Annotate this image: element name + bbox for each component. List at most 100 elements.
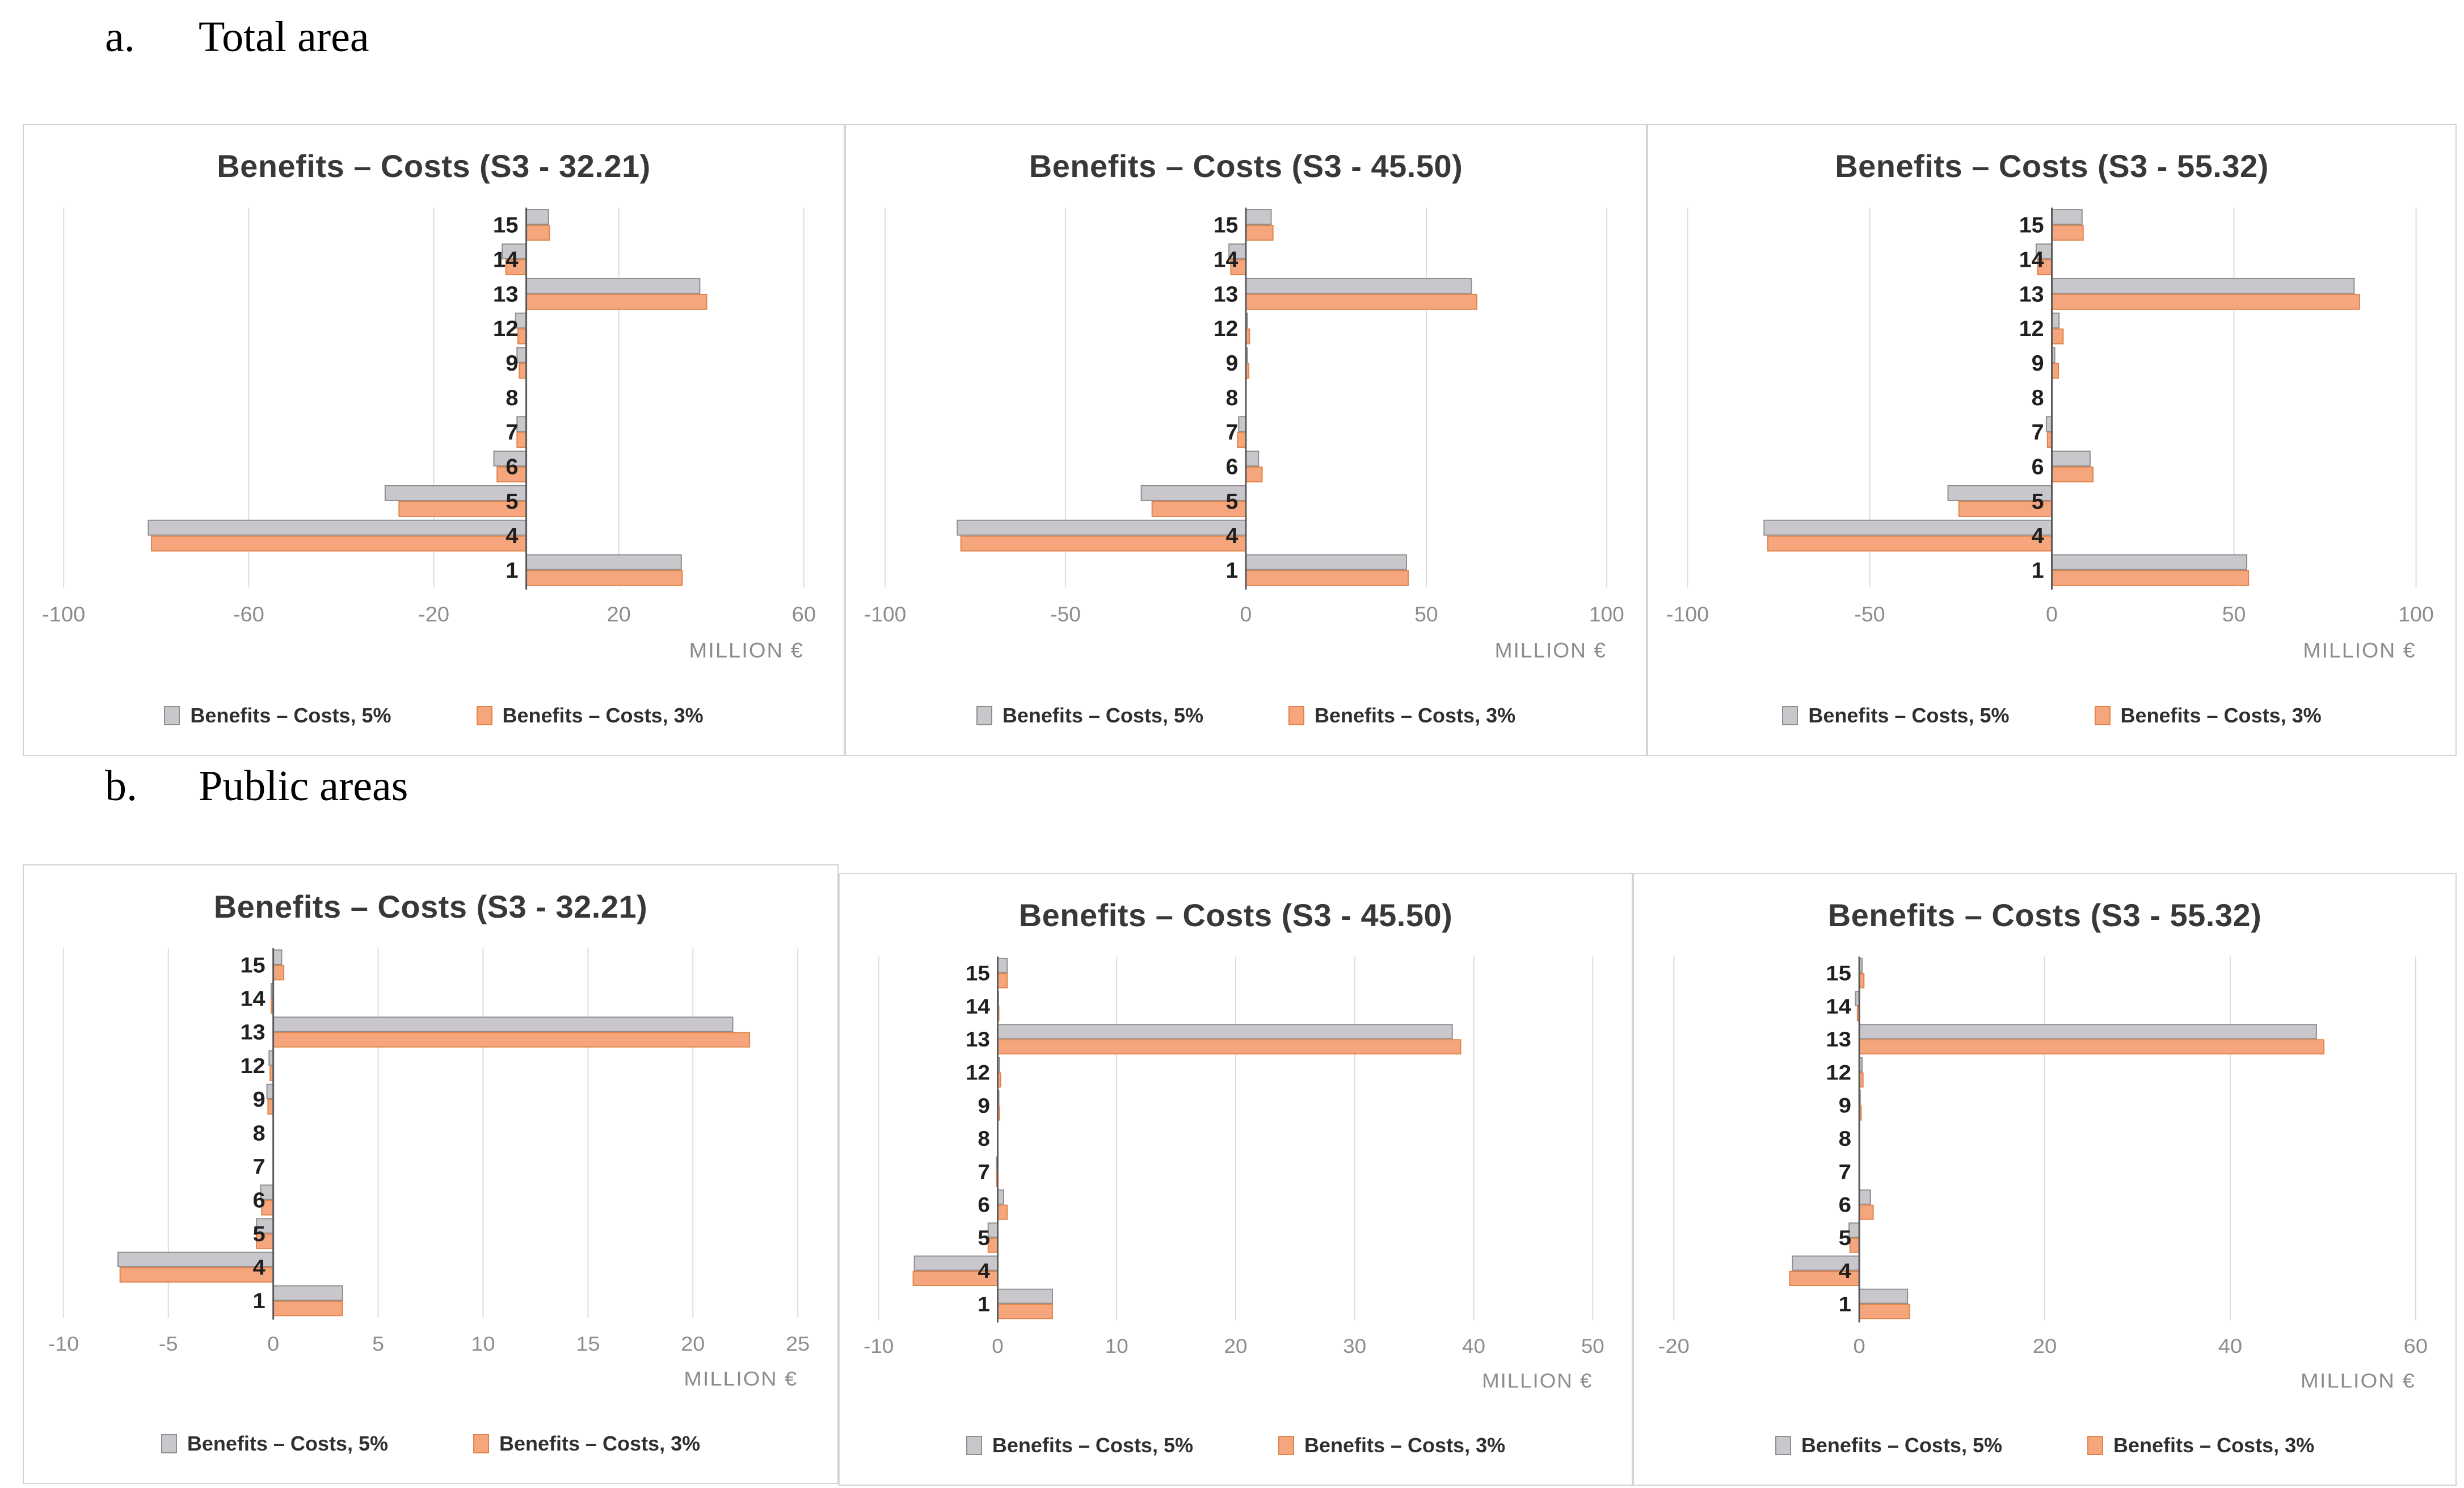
svg-text:8: 8 [506, 386, 518, 410]
svg-text:1: 1 [506, 558, 518, 583]
svg-text:15: 15 [966, 962, 990, 985]
svg-text:6: 6 [253, 1189, 266, 1213]
svg-text:1: 1 [1839, 1293, 1851, 1316]
svg-text:-100: -100 [1666, 602, 1709, 625]
svg-text:10: 10 [1105, 1335, 1128, 1357]
svg-text:9: 9 [253, 1088, 266, 1112]
svg-text:MILLION €: MILLION € [1482, 1369, 1593, 1392]
legend-item-3pct: Benefits – Costs, 3% [2094, 704, 2322, 728]
svg-text:0: 0 [267, 1333, 279, 1355]
svg-text:-10: -10 [48, 1333, 79, 1355]
bar-plot: 15 14 13 12 9 8 7 6 5 4 1 -100 -50 0 50 100 MILLION € [864, 207, 1624, 662]
chart-panel-public-4550: Benefits – Costs (S3 - 45.50) 15 14 13 12 9 8… [839, 873, 1633, 1486]
legend: Benefits – Costs, 5% Benefits – Costs, 3… [1634, 1434, 2455, 1457]
svg-text:7: 7 [1226, 421, 1239, 445]
chart-title: Benefits – Costs (S3 - 32.21) [217, 148, 651, 184]
svg-text:14: 14 [240, 987, 266, 1011]
svg-text:7: 7 [2032, 421, 2044, 444]
svg-text:13: 13 [1214, 283, 1239, 307]
svg-text:13: 13 [2019, 283, 2044, 306]
svg-text:MILLION €: MILLION € [684, 1368, 798, 1390]
bar-plot: 15 14 13 12 9 8 7 6 5 4 1 -100 -60 -20 20 60 MILLION € [42, 207, 816, 662]
svg-text:9: 9 [1839, 1094, 1851, 1117]
svg-text:4: 4 [506, 524, 518, 548]
svg-text:15: 15 [1826, 962, 1851, 985]
svg-text:6: 6 [1839, 1193, 1851, 1217]
legend-label-3pct: Benefits – Costs, 3% [2113, 1434, 2315, 1457]
svg-text:0: 0 [1240, 603, 1252, 626]
svg-text:9: 9 [1226, 351, 1239, 376]
chart-title: Benefits – Costs (S3 - 32.21) [213, 889, 648, 924]
bar-plot: 15 14 13 12 9 8 7 6 5 4 1 -100 -50 0 50 100 MILLION € [1666, 207, 2434, 662]
svg-text:5: 5 [253, 1222, 266, 1246]
svg-text:1: 1 [253, 1289, 266, 1313]
svg-text:14: 14 [966, 995, 990, 1019]
legend-label-5pct: Benefits – Costs, 5% [1002, 704, 1203, 727]
legend-item-5pct: Benefits – Costs, 5% [976, 704, 1203, 728]
svg-text:12: 12 [2019, 317, 2044, 341]
section-heading-a: a. Total area [105, 12, 369, 62]
svg-text:4: 4 [978, 1260, 990, 1283]
svg-text:4: 4 [1839, 1260, 1852, 1283]
svg-text:15: 15 [2019, 213, 2044, 237]
svg-text:0: 0 [992, 1335, 1003, 1357]
chart-title: Benefits – Costs (S3 - 45.50) [1018, 897, 1453, 933]
svg-text:7: 7 [506, 420, 518, 444]
legend-label-5pct: Benefits – Costs, 5% [190, 704, 391, 727]
svg-text:MILLION €: MILLION € [1495, 639, 1607, 662]
legend-item-5pct: Benefits – Costs, 5% [1775, 1434, 2002, 1457]
svg-text:14: 14 [493, 247, 519, 272]
svg-text:8: 8 [1839, 1128, 1851, 1151]
legend-swatch-3pct-icon [1288, 706, 1304, 725]
legend-swatch-3pct-icon [476, 706, 492, 725]
section-label-b: b. [105, 762, 137, 810]
svg-text:8: 8 [253, 1121, 266, 1145]
svg-text:12: 12 [1214, 317, 1239, 341]
svg-text:1: 1 [2032, 558, 2044, 582]
svg-text:7: 7 [978, 1161, 990, 1184]
legend-label-3pct: Benefits – Costs, 3% [2120, 704, 2322, 727]
svg-text:5: 5 [372, 1333, 384, 1355]
chart-panel-public-5532: Benefits – Costs (S3 - 55.32) 15 14 13 12 9 8… [1633, 873, 2457, 1486]
svg-text:15: 15 [240, 953, 265, 977]
legend-item-3pct: Benefits – Costs, 3% [1278, 1434, 1505, 1457]
svg-text:13: 13 [493, 282, 519, 306]
legend-label-5pct: Benefits – Costs, 5% [187, 1432, 388, 1455]
legend-item-5pct: Benefits – Costs, 5% [164, 704, 391, 728]
svg-text:-20: -20 [1658, 1335, 1690, 1357]
svg-text:25: 25 [786, 1333, 810, 1355]
bar-plot: 15 14 13 12 9 8 7 6 5 4 1 -20 0 20 40 60 MILLION € [1658, 956, 2428, 1392]
svg-text:0: 0 [1853, 1335, 1865, 1357]
legend: Benefits – Costs, 5% Benefits – Costs, 3… [24, 1432, 837, 1456]
legend-swatch-5pct-icon [161, 1434, 177, 1453]
chart-panel-total-4550: Benefits – Costs (S3 - 45.50) 15 14 13 12 9 8… [845, 124, 1647, 756]
svg-text:8: 8 [978, 1128, 990, 1151]
svg-text:12: 12 [1826, 1061, 1851, 1085]
svg-text:4: 4 [253, 1256, 266, 1280]
chart-title: Benefits – Costs (S3 - 55.32) [1827, 897, 2262, 933]
section-heading-b: b. Public areas [105, 762, 408, 811]
bar-plot: 15 14 13 12 9 8 7 6 5 4 1 -10 -5 0 5 10 15 20 25 MILLION € [48, 948, 810, 1390]
bar-plot: 15 14 13 12 9 8 7 6 5 4 1 -10 0 10 20 30 40 50 MILLION € [864, 956, 1604, 1392]
svg-text:20: 20 [681, 1333, 705, 1355]
svg-text:12: 12 [240, 1054, 265, 1078]
svg-text:5: 5 [2032, 490, 2044, 514]
svg-text:5: 5 [1839, 1226, 1851, 1250]
legend-swatch-3pct-icon [2087, 1436, 2103, 1455]
svg-text:60: 60 [2404, 1335, 2428, 1357]
svg-text:-5: -5 [159, 1333, 178, 1355]
legend-label-5pct: Benefits – Costs, 5% [1808, 704, 2010, 727]
legend: Benefits – Costs, 5% Benefits – Costs, 3… [840, 1434, 1632, 1457]
svg-text:20: 20 [1224, 1335, 1248, 1357]
legend-label-5pct: Benefits – Costs, 5% [992, 1434, 1193, 1457]
svg-text:14: 14 [1214, 248, 1239, 272]
svg-text:5: 5 [506, 489, 518, 514]
svg-text:1: 1 [978, 1293, 990, 1316]
svg-text:6: 6 [506, 455, 518, 479]
svg-text:9: 9 [506, 351, 518, 376]
svg-text:13: 13 [1826, 1028, 1851, 1052]
section-title-b: Public areas [199, 762, 408, 810]
svg-text:40: 40 [1462, 1335, 1485, 1357]
svg-text:30: 30 [1343, 1335, 1366, 1357]
svg-text:14: 14 [1826, 995, 1851, 1018]
